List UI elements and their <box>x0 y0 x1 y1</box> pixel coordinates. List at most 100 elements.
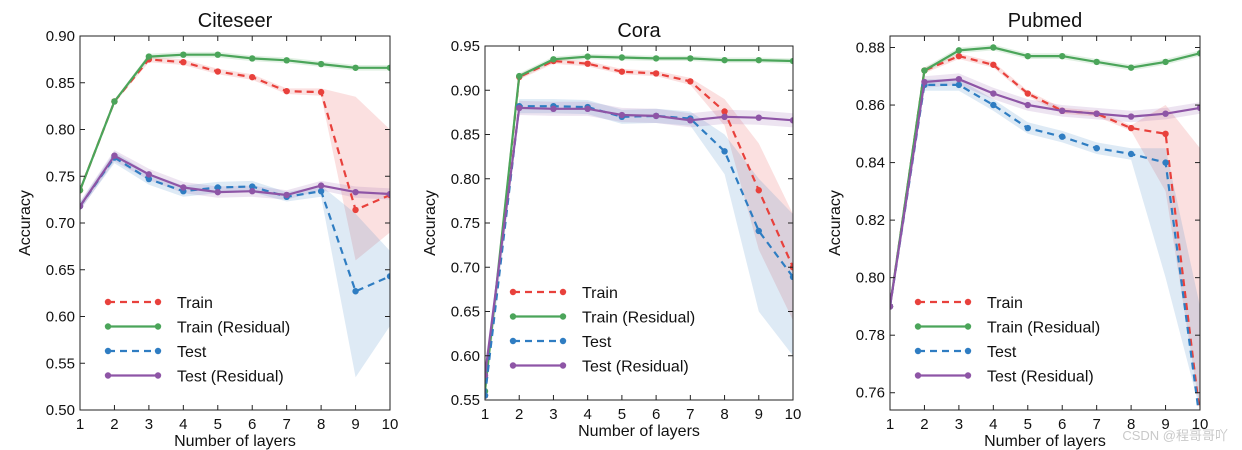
series-line-train <box>485 59 793 396</box>
point-test <box>721 148 728 155</box>
x-tick-label: 1 <box>76 416 84 433</box>
legend-marker-test <box>154 347 162 355</box>
legend: Train Train (Residual) Test Test (Residual) <box>509 285 695 376</box>
point-test <box>317 188 325 195</box>
x-tick-label: 7 <box>686 406 694 423</box>
legend-label-test: Test <box>177 344 207 361</box>
point-train-residual <box>618 54 626 61</box>
x-tick-label: 10 <box>382 416 399 433</box>
series-line-train-residual <box>80 53 390 191</box>
x-tick-label: 1 <box>481 406 489 423</box>
point-test <box>1127 150 1135 158</box>
y-tick-label: 0.70 <box>451 259 480 276</box>
x-axis-label: Number of layers <box>174 433 296 450</box>
y-tick-label: 0.95 <box>451 38 480 55</box>
point-train <box>687 78 694 85</box>
point-test-residual <box>550 105 557 113</box>
point-train-residual <box>955 47 963 54</box>
legend-label-test: Test <box>582 334 612 351</box>
point-test-residual <box>652 112 660 120</box>
point-train-residual <box>789 57 793 65</box>
y-tick-label: 0.65 <box>451 304 480 321</box>
y-axis-label: Accuracy <box>827 190 844 256</box>
x-tick-label: 9 <box>755 406 763 423</box>
legend-marker-test-residual <box>154 372 162 379</box>
series-line-test <box>890 83 1200 410</box>
point-test <box>1024 124 1031 132</box>
x-tick-label: 2 <box>110 416 118 433</box>
x-tick-label: 5 <box>1024 416 1032 433</box>
x-tick-label: 3 <box>549 406 557 423</box>
y-tick-label: 0.60 <box>451 348 480 365</box>
y-tick-label: 0.82 <box>856 212 885 229</box>
point-train-residual <box>550 56 557 63</box>
point-test-residual <box>111 152 118 159</box>
point-train <box>1162 130 1169 138</box>
point-test-residual <box>516 104 523 112</box>
point-test-residual <box>1024 101 1031 109</box>
point-test <box>352 288 359 295</box>
point-test-residual <box>145 171 153 178</box>
legend-label-test-residual: Test (Residual) <box>582 359 689 376</box>
legend-marker-test-residual <box>914 372 922 379</box>
point-train-residual <box>145 53 153 60</box>
point-train-residual <box>111 98 118 105</box>
y-tick-label: 0.85 <box>451 127 480 144</box>
legend-marker-train-residual <box>964 323 972 330</box>
data-layer <box>80 51 390 378</box>
point-train <box>955 52 963 60</box>
x-tick-label: 10 <box>785 406 802 423</box>
point-train <box>618 68 626 75</box>
legend-marker-train <box>914 298 922 306</box>
point-test <box>1162 159 1169 166</box>
point-train-residual <box>721 56 728 64</box>
legend-label-train-residual: Train (Residual) <box>987 320 1100 337</box>
point-test-residual <box>890 303 894 310</box>
point-test <box>755 227 762 235</box>
point-train-residual <box>352 64 359 71</box>
x-tick-label: 4 <box>989 416 997 433</box>
point-train <box>352 206 359 214</box>
legend-marker-test <box>104 347 112 355</box>
point-train-residual <box>687 55 694 62</box>
series-line-test-residual <box>890 78 1200 307</box>
point-train <box>180 58 187 66</box>
point-test-residual <box>1093 110 1100 117</box>
y-tick-label: 0.88 <box>856 40 885 57</box>
band-train <box>80 56 390 261</box>
y-tick-label: 0.84 <box>856 155 885 172</box>
legend-marker-test-residual <box>964 372 972 379</box>
x-tick-label: 3 <box>955 416 963 433</box>
legend-marker-test-residual <box>559 362 567 369</box>
point-train-residual <box>317 60 325 68</box>
point-train-residual <box>283 57 290 64</box>
point-train-residual <box>214 51 221 58</box>
data-layer <box>890 44 1200 410</box>
x-tick-label: 6 <box>248 416 256 433</box>
point-test <box>214 184 221 191</box>
point-train <box>283 87 290 95</box>
point-test-residual <box>1059 107 1066 115</box>
point-train-residual <box>1196 50 1200 57</box>
x-tick-label: 3 <box>145 416 153 433</box>
y-tick-label: 0.75 <box>451 215 480 232</box>
y-tick-label: 0.86 <box>856 97 885 114</box>
x-tick-label: 8 <box>1127 416 1135 433</box>
x-tick-label: 5 <box>214 416 222 433</box>
data-layer <box>485 53 793 400</box>
legend-marker-train <box>964 298 972 306</box>
legend: Train Train (Residual) Test Test (Residual) <box>914 295 1100 386</box>
point-test <box>145 175 153 183</box>
point-train-residual <box>516 72 523 80</box>
point-test-residual <box>618 111 626 119</box>
point-test <box>249 183 256 190</box>
point-train-residual <box>1127 64 1135 71</box>
legend-label-test-residual: Test (Residual) <box>177 369 284 386</box>
chart-title: Citeseer <box>198 10 273 32</box>
point-train-residual <box>584 53 591 60</box>
series-line-test-residual <box>485 106 793 376</box>
y-tick-label: 0.55 <box>451 392 480 409</box>
legend-marker-train-residual <box>914 323 922 330</box>
x-tick-label: 2 <box>515 406 523 423</box>
legend-marker-test <box>509 337 517 345</box>
